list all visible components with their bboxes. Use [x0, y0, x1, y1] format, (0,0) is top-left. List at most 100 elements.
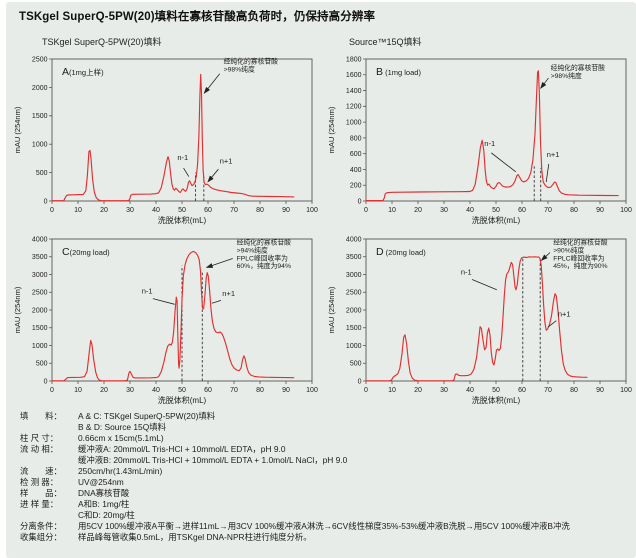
column-title-left: TSKgel SuperQ-5PW(20)填料	[42, 37, 162, 47]
y-tick-label: 1200	[346, 104, 362, 111]
x-tick-label: 50	[178, 207, 186, 214]
condition-row: 检 测 器： UV@254nm	[20, 477, 570, 488]
x-tick-label: 30	[126, 207, 134, 214]
x-tick-label: 100	[620, 207, 632, 214]
x-tick-label: 0	[50, 387, 54, 394]
y-axis-ticks: 0 200 400 600 800 1000 1200 1400 1600 1800	[346, 56, 366, 205]
x-tick-label: 40	[466, 207, 474, 214]
x-tick-label: 100	[620, 387, 632, 394]
annotation-arrow	[203, 73, 221, 94]
condition-value: B & D: Source 15Q填料	[78, 422, 166, 432]
peak-marker-label: n-1	[484, 139, 495, 148]
y-tick-label: 500	[36, 170, 48, 177]
condition-row: 分离条件： 用5CV 100%缓冲液A平衡→进样11mL→用3CV 100%缓冲液…	[20, 521, 570, 532]
peak-marker-label: n+1	[558, 309, 571, 318]
condition-value: A和B: 1mg/柱	[78, 499, 130, 509]
signal-trace	[51, 73, 295, 202]
condition-row: 流 速： 250cm/hr(1.43mL/min)	[20, 466, 570, 477]
chromatogram-panel-A: 0 500 1000 1500 2000 2500 0 10 20 30 40 50 60 70 80 90 1…	[10, 49, 322, 232]
x-axis-title: 洗脱体积(mL)	[158, 215, 207, 225]
peak-marker-line	[491, 152, 517, 173]
x-axis-ticks: 0 10 20 30 40 50 60 70 80 90 100	[50, 201, 318, 214]
y-tick-label: 4000	[32, 236, 48, 243]
condition-label: 收集组分：	[20, 532, 62, 542]
chromatogram-panel-B: 0 200 400 600 800 1000 1200 1400 1600 1800 0 10 20 30…	[324, 49, 636, 232]
y-tick-label: 1000	[32, 142, 48, 149]
condition-label	[20, 510, 78, 521]
x-tick-label: 70	[544, 207, 552, 214]
y-tick-label: 2000	[32, 85, 48, 92]
condition-row: B & D: Source 15Q填料	[20, 422, 570, 433]
y-tick-label: 3000	[32, 272, 48, 279]
y-tick-label: 1800	[346, 56, 362, 63]
x-tick-label: 20	[414, 387, 422, 394]
y-tick-label: 800	[350, 135, 362, 142]
x-tick-label: 60	[204, 387, 212, 394]
x-tick-label: 0	[364, 387, 368, 394]
y-tick-label: 2500	[346, 290, 362, 297]
x-tick-label: 80	[570, 207, 578, 214]
condition-value: 0.66cm x 15cm(5.1mL)	[78, 433, 164, 443]
signal-trace	[51, 250, 295, 382]
condition-label: 流 速：	[20, 466, 62, 476]
x-tick-label: 10	[388, 387, 396, 394]
x-tick-label: 30	[440, 207, 448, 214]
peak-marker-line	[152, 298, 175, 305]
y-tick-label: 2000	[346, 307, 362, 314]
peak-marker-label: n-1	[142, 287, 153, 296]
x-tick-label: 60	[518, 387, 526, 394]
x-axis-title: 洗脱体积(mL)	[472, 215, 521, 225]
chromatogram-svg: 0 500 1000 1500 2000 2500 3000 3500 4000 0 10 20 30 4…	[13, 236, 318, 405]
y-axis-title: mAU (254nm)	[13, 286, 22, 333]
y-axis-ticks: 0 500 1000 1500 2000 2500	[32, 56, 52, 205]
purity-annotation: 经纯化的寡核苷酸>94%纯度 FPLC峰回收率为 60%，纯度为94%	[237, 238, 292, 270]
peak-marker-label: n-1	[461, 268, 472, 277]
chromatogram-panel-D: 0 500 1000 1500 2000 2500 3000 3500 4000 0 10 20 30 4…	[324, 229, 636, 412]
condition-label: 填 料：	[20, 411, 62, 421]
condition-row: C和D: 20mg/柱	[20, 510, 570, 521]
condition-label	[20, 422, 78, 433]
y-tick-label: 1600	[346, 72, 362, 79]
figure-card: TSKgel SuperQ-5PW(20)填料在寡核苷酸高负荷时，仍保持高分辨率…	[6, 2, 636, 558]
plot-frame	[365, 58, 627, 202]
condition-row: 柱 尺 寸： 0.66cm x 15cm(5.1mL)	[20, 433, 570, 444]
x-tick-label: 80	[570, 387, 578, 394]
condition-value: 250cm/hr(1.43mL/min)	[78, 466, 163, 476]
peak-marker-line	[183, 167, 190, 177]
purity-annotation: 经纯化的寡核苷酸>98%纯度	[551, 63, 606, 80]
y-tick-label: 1500	[32, 113, 48, 120]
condition-label: 样 品：	[20, 488, 62, 498]
condition-value: 缓冲液B: 20mmol/L Tris-HCl + 10mmol/L EDTA …	[78, 455, 348, 465]
x-tick-label: 50	[492, 207, 500, 214]
x-tick-label: 20	[100, 207, 108, 214]
x-tick-label: 80	[256, 387, 264, 394]
y-tick-label: 0	[358, 198, 362, 205]
signal-trace	[365, 70, 619, 202]
y-axis-ticks: 0 500 1000 1500 2000 2500 3000 3500 4000	[32, 236, 52, 385]
x-axis-title: 洗脱体积(mL)	[158, 395, 207, 405]
peak-marker-line	[471, 279, 497, 291]
y-tick-label: 1000	[32, 343, 48, 350]
signal-trace	[365, 256, 588, 382]
y-tick-label: 3500	[32, 254, 48, 261]
x-tick-label: 100	[306, 387, 318, 394]
x-tick-label: 50	[178, 387, 186, 394]
y-tick-label: 1000	[346, 343, 362, 350]
x-tick-label: 90	[596, 387, 604, 394]
x-axis-ticks: 0 10 20 30 40 50 60 70 80 90 100	[50, 381, 318, 394]
condition-value: A & C: TSKgel SuperQ-5PW(20)填料	[78, 411, 216, 421]
chromatogram-svg: 0 500 1000 1500 2000 2500 0 10 20 30 40 50 60 70 80 90 1…	[13, 56, 318, 225]
x-tick-label: 50	[492, 387, 500, 394]
condition-value: 缓冲液A: 20mmol/L Tris-HCl + 10mmol/L EDTA，…	[78, 444, 286, 454]
condition-value: DNA寡核苷酸	[78, 488, 130, 498]
condition-label: 检 测 器：	[20, 477, 59, 487]
y-tick-label: 600	[350, 151, 362, 158]
column-title-right: Source™15Q填料	[349, 37, 422, 47]
panel-label: C(20mg load)	[62, 246, 110, 258]
x-tick-label: 0	[364, 207, 368, 214]
x-tick-label: 10	[74, 387, 82, 394]
x-axis-title: 洗脱体积(mL)	[472, 395, 521, 405]
chromatogram-panel-C: 0 500 1000 1500 2000 2500 3000 3500 4000 0 10 20 30 4…	[10, 229, 322, 412]
x-tick-label: 90	[282, 387, 290, 394]
peak-marker-line	[545, 163, 550, 183]
